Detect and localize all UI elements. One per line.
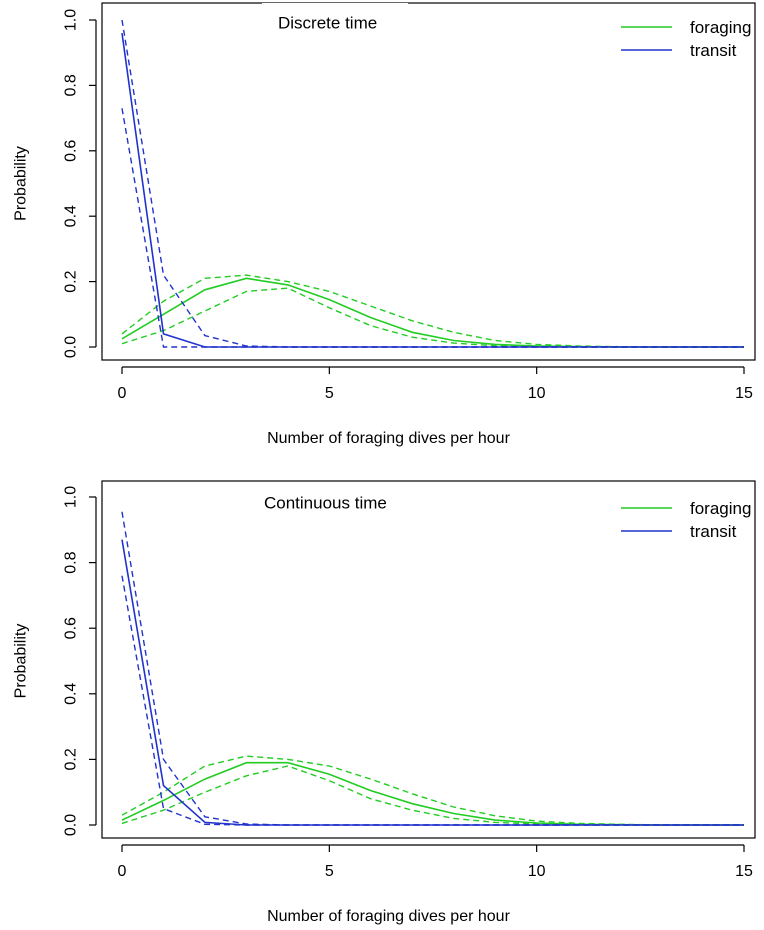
panel-2-x-tick-label-1: 5 [325,863,334,880]
panel-2-y-tick-label-3: 0.6 [63,617,80,639]
panel-2-y-tick-label-5: 1.0 [63,486,80,508]
panel-1-x-tick-label-2: 10 [528,385,546,402]
panel-2-y-tick-label-4: 0.8 [63,551,80,573]
panel-1-y-tick-label-3: 0.6 [63,140,80,162]
panel-1-transit-mean-line [121,32,744,348]
panel-1-y-tick-label-0: 0.0 [63,336,80,358]
panel-2-y-tick-label-0: 0.0 [63,814,80,836]
panel-2-foraging-upper-line [121,755,744,826]
panel-2-y-axis-title: Probability [13,624,30,699]
panel-1-foraging-mean-line [121,277,744,348]
panel-1-foraging-lower-line [121,287,744,348]
panel-2-transit-upper-line [121,511,744,826]
panel-1-y-tick-label-4: 0.8 [63,74,80,96]
panel-2-x-axis-title: Number of foraging dives per hour [267,908,510,925]
panel-1-transit-upper-line [121,19,744,348]
panel-2-transit-mean-line [121,539,744,826]
panel-2-legend-label-foraging: foraging [690,499,751,518]
panel-1-x-axis-title: Number of foraging dives per hour [267,430,510,447]
panel-2-foraging-lower-line [121,765,744,826]
panel-1-title: Discrete time [278,13,377,32]
panel-1-x-tick-label-3: 15 [735,385,753,402]
panel-1-y-tick-label-1: 0.2 [63,270,80,292]
panel-2-x-tick-label-3: 15 [735,863,753,880]
panel-1-title-background [262,3,408,41]
panel-1-x-tick-label-0: 0 [118,385,127,402]
panel-2-x-tick-label-2: 10 [528,863,546,880]
panel-1-plot-frame [101,2,756,361]
panel-2-foraging-mean-line [121,761,744,826]
panel-2-y-tick-label-2: 0.4 [63,683,80,705]
panel-1-y-axis-title: Probability [13,146,30,221]
panel-2-legend-label-transit: transit [690,522,737,541]
panel-2-x-tick-label-0: 0 [118,863,127,880]
panel-1-y-tick-label-5: 1.0 [63,9,80,31]
panel-2-transit-lower-line [121,575,744,826]
panel-2-y-tick-label-1: 0.2 [63,748,80,770]
panel-1-y-tick-label-2: 0.4 [63,205,80,227]
panel-2-title: Continuous time [264,493,387,512]
panel-1-legend-label-foraging: foraging [690,18,751,37]
panel-1-x-tick-label-1: 5 [325,385,334,402]
panel-2-plot-frame [101,480,756,839]
panel-2-title-background [218,483,452,527]
panel-1-transit-lower-line [121,108,744,348]
panel-1-legend-label-transit: transit [690,41,737,60]
